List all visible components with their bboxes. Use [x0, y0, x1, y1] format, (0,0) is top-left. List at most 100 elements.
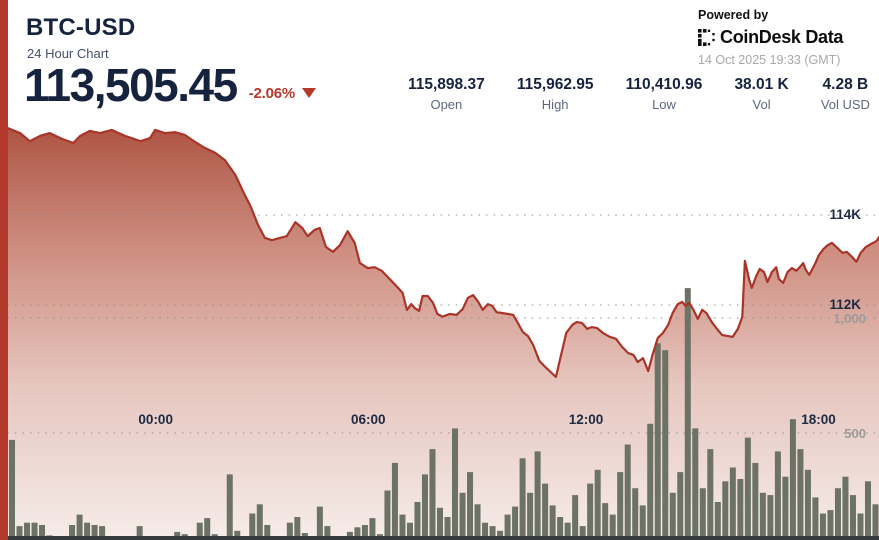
volume-bar — [819, 513, 826, 540]
volume-bar — [16, 526, 23, 540]
volume-bar — [249, 513, 256, 540]
volume-bar — [759, 492, 766, 540]
volume-bar — [617, 472, 624, 540]
volume-bar — [361, 525, 368, 540]
volume-bar — [474, 504, 481, 540]
volume-bar — [316, 506, 323, 540]
volume-bar — [632, 488, 639, 540]
volume-bar — [722, 481, 729, 540]
volume-bar — [872, 504, 879, 540]
powered-by-label: Powered by — [698, 8, 769, 22]
volume-bar — [587, 483, 594, 540]
volume-bar — [677, 472, 684, 540]
stat-vol: 38.01 K Vol — [734, 76, 788, 112]
stats-row: 115,898.37 Open 115,962.95 High 110,410.… — [408, 76, 870, 112]
volume-bar — [534, 451, 541, 540]
price-row: 113,505.45 -2.06% — [24, 59, 317, 111]
volume-bar — [647, 423, 654, 540]
volume-bar — [827, 510, 834, 540]
volume-bar — [654, 343, 661, 540]
volume-bar — [421, 474, 428, 540]
chart-subtitle: 24 Hour Chart — [27, 46, 109, 61]
stat-low-label: Low — [652, 97, 676, 112]
volume-bar — [414, 502, 421, 540]
volume-bar — [797, 449, 804, 540]
branding-block: Powered by CoinDesk Data 14 Oct 2025 19:… — [698, 8, 870, 67]
volume-bar — [782, 476, 789, 540]
volume-bar — [354, 527, 361, 540]
volume-bar — [256, 504, 263, 540]
volume-bar — [714, 502, 721, 540]
volume-bar — [864, 481, 871, 540]
price-area-fill — [8, 128, 879, 540]
volume-bar — [459, 492, 466, 540]
volume-bar — [602, 503, 609, 540]
volume-bar — [527, 492, 534, 540]
volume-bar — [489, 526, 496, 540]
volume-bar — [204, 518, 211, 540]
stat-open-label: Open — [430, 97, 463, 112]
volume-bar — [196, 522, 203, 540]
volume-bar — [624, 444, 631, 540]
volume-bar — [399, 514, 406, 540]
volume-bar — [699, 488, 706, 540]
coindesk-logo-icon — [698, 29, 715, 46]
price-axis-tick: 114K — [829, 207, 861, 222]
volume-axis-tick: 1,000 — [833, 311, 866, 326]
volume-bar — [707, 449, 714, 540]
volume-bar — [812, 497, 819, 540]
volume-bar — [436, 507, 443, 540]
volume-bar — [834, 488, 841, 540]
stat-low: 110,410.96 Low — [626, 76, 703, 112]
volume-bar — [542, 483, 549, 540]
volume-bar — [9, 439, 16, 540]
volume-bar — [849, 495, 856, 540]
volume-bar — [572, 495, 579, 540]
volume-bar — [729, 467, 736, 540]
volume-bar — [662, 350, 669, 540]
last-price: 113,505.45 — [24, 59, 238, 111]
volume-bar — [136, 526, 143, 540]
volume-bar — [406, 522, 413, 540]
volume-bar — [774, 451, 781, 540]
volume-bar — [744, 437, 751, 540]
volume-bar — [557, 517, 564, 540]
stat-low-value: 110,410.96 — [625, 76, 703, 93]
time-axis-tick: 06:00 — [350, 412, 386, 427]
volume-bar — [857, 513, 864, 540]
volume-bar — [752, 462, 759, 540]
price-line — [6, 127, 879, 379]
volume-bar — [174, 531, 181, 540]
stat-vol-usd-value: 4.28 B — [822, 76, 869, 93]
volume-bar — [609, 514, 616, 540]
volume-bar — [497, 530, 504, 540]
volume-bar — [804, 469, 811, 540]
volume-bar — [369, 518, 376, 540]
volume-bar — [99, 526, 106, 540]
instrument-symbol: BTC-USD — [26, 14, 136, 41]
volume-bar — [639, 505, 646, 540]
brand-name: CoinDesk Data — [720, 27, 844, 47]
price-change-percent: -2.06% — [248, 84, 296, 102]
volume-bar — [286, 522, 293, 540]
volume-bar — [842, 476, 849, 540]
brand-row[interactable]: CoinDesk Data — [698, 27, 870, 48]
volume-bar — [684, 288, 691, 540]
volume-bar — [564, 522, 571, 540]
volume-bar — [84, 522, 91, 540]
volume-bar — [549, 505, 556, 540]
volume-bar — [324, 526, 331, 540]
stat-vol-value: 38.01 K — [734, 76, 789, 93]
volume-bar — [24, 522, 31, 540]
stat-high-label: High — [541, 97, 569, 112]
volume-axis-tick: 500 — [844, 426, 866, 441]
volume-bar — [346, 531, 353, 540]
down-arrow-icon — [302, 88, 317, 99]
volume-bar — [737, 479, 744, 540]
stat-high-value: 115,962.95 — [516, 76, 594, 93]
volume-bar — [594, 469, 601, 540]
volume-bar — [512, 506, 519, 540]
price-change: -2.06% — [248, 84, 317, 102]
